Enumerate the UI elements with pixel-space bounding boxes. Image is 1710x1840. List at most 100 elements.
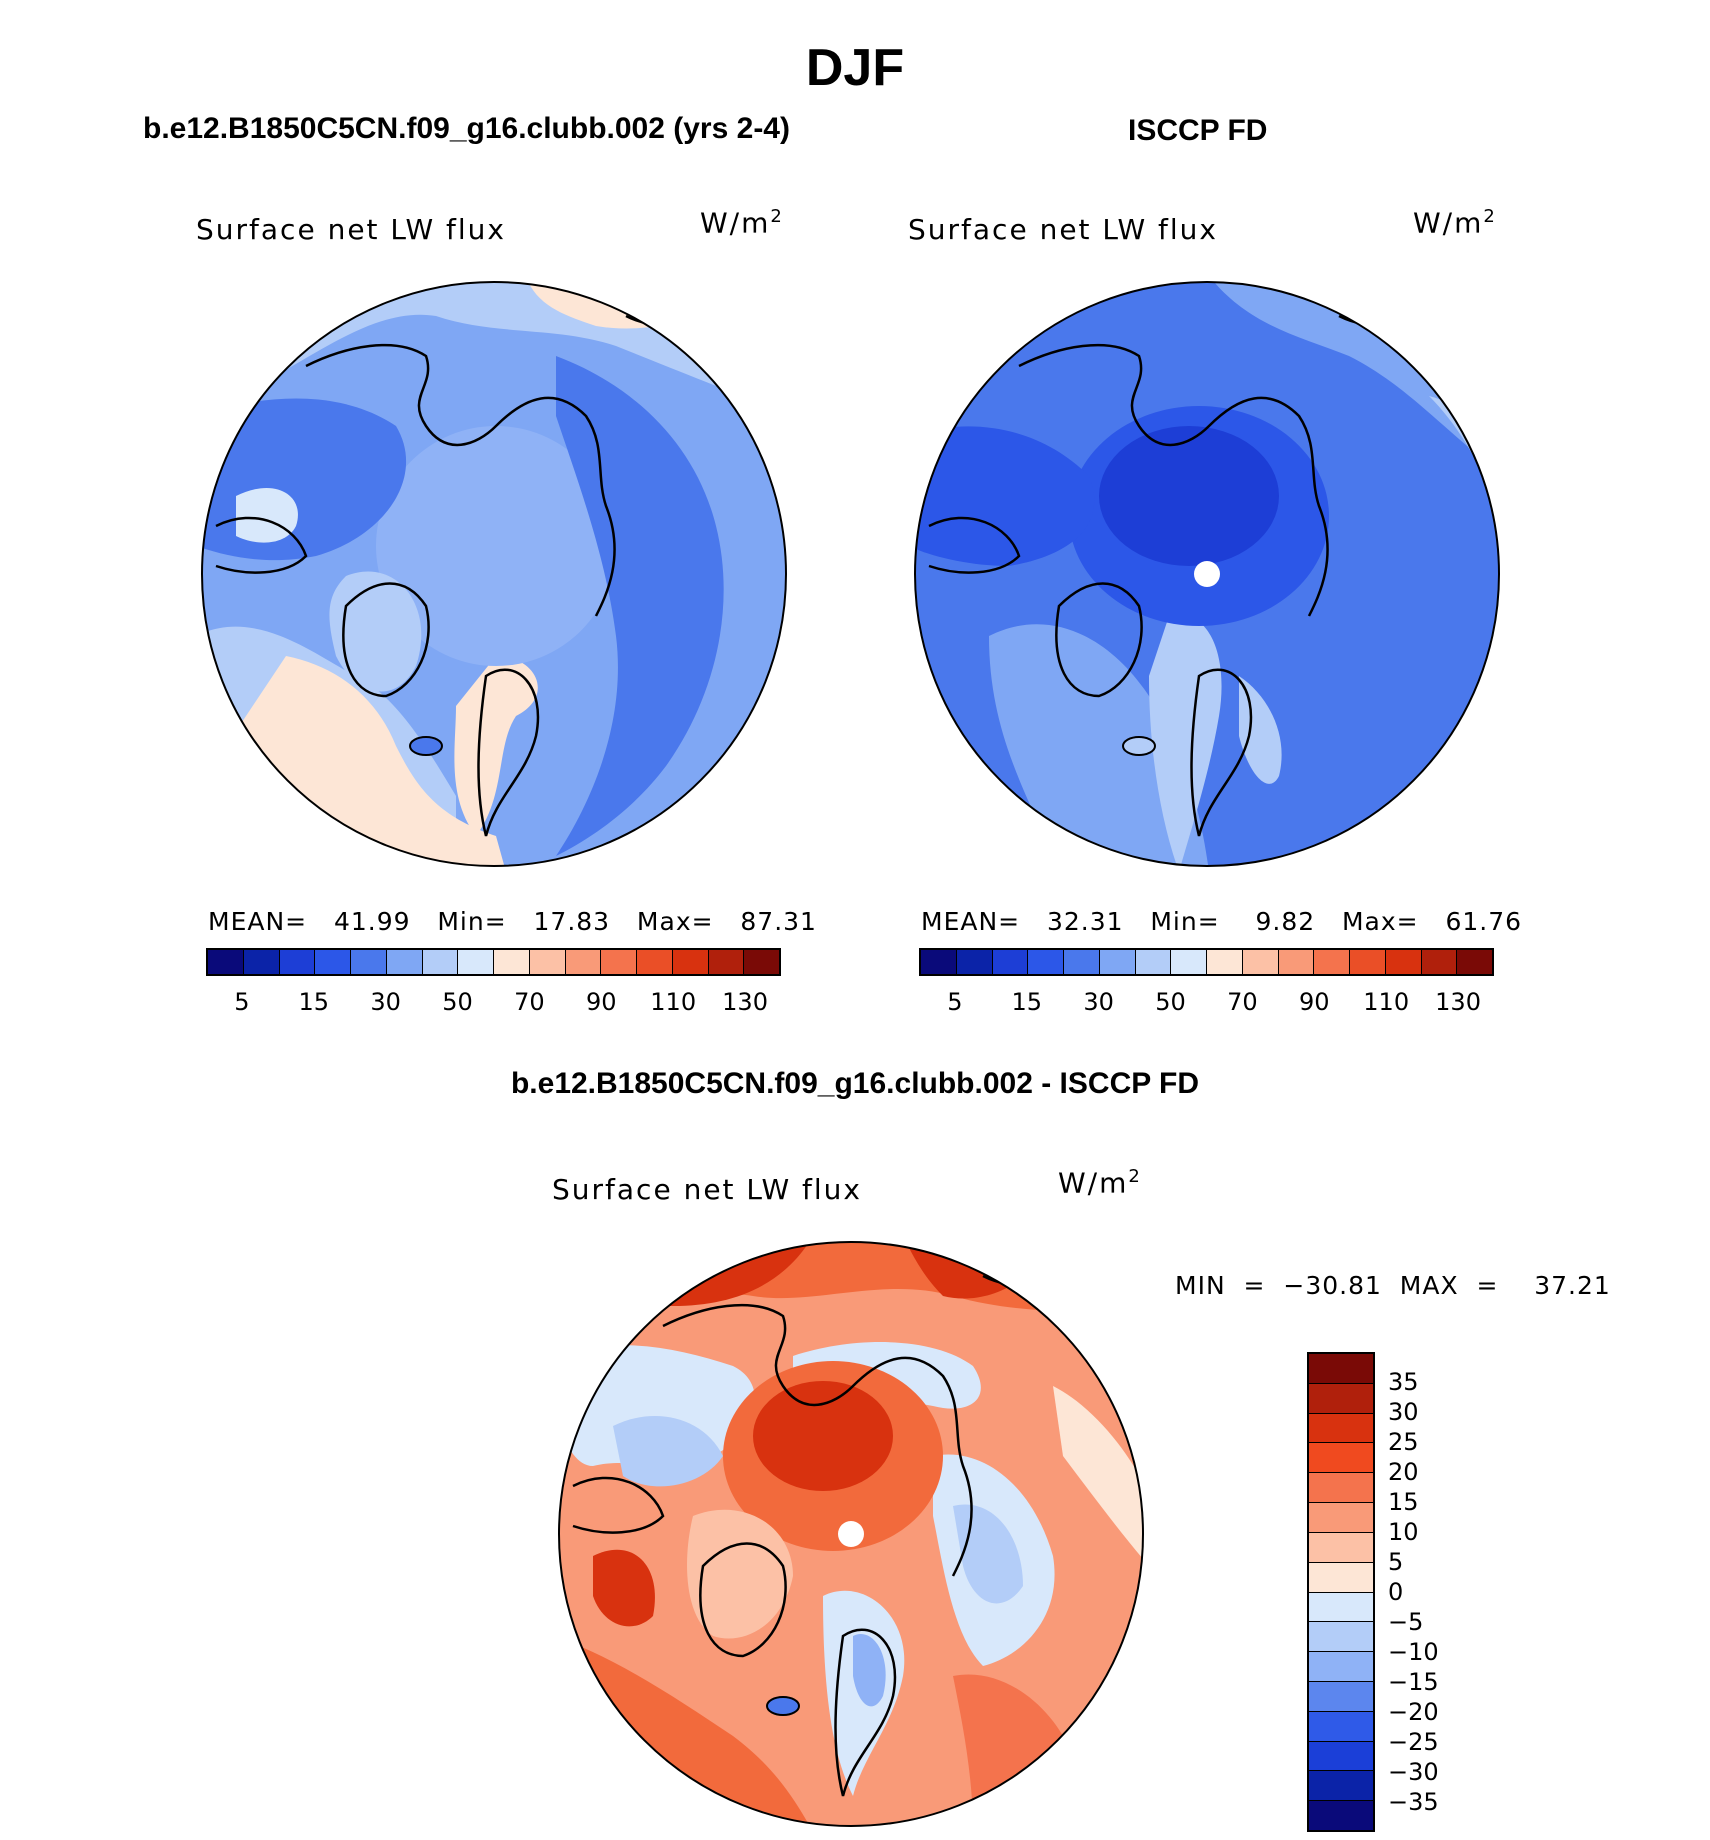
map-region: [989, 624, 1209, 866]
colorbar-swatch: [1135, 950, 1172, 974]
figure-title: DJF: [805, 39, 905, 97]
colorbar-tick-label: 5: [1388, 1548, 1404, 1576]
map-region: [226, 656, 506, 866]
colorbar-swatch: [1309, 1711, 1373, 1742]
colorbar-swatch: [956, 950, 993, 974]
colorbar-tick-label: 15: [298, 988, 330, 1016]
colorbar-swatch: [208, 950, 244, 974]
colorbar-tick-label: 30: [1388, 1398, 1419, 1426]
coastline-greenland: [342, 582, 430, 698]
pole-missing-data: [1194, 561, 1220, 587]
colorbar-tick-label: 50: [442, 988, 473, 1016]
colorbar-swatch: [1207, 950, 1243, 974]
colorbar-swatch: [744, 950, 779, 974]
coastline-scandinavia: [477, 668, 540, 837]
colorbar-swatch: [1421, 950, 1458, 974]
colorbar-swatch: [1314, 950, 1350, 974]
colorbar-tick-label: 70: [1227, 988, 1258, 1016]
iceland: [409, 736, 443, 756]
colorbar-tick-label: 70: [514, 988, 545, 1016]
map-region: [1099, 426, 1279, 566]
coastline: [572, 1476, 665, 1534]
polar-map-obs: [914, 281, 1500, 867]
colorbar-swatch: [1457, 950, 1492, 974]
coastline: [215, 516, 308, 574]
colorbar-swatch: [494, 950, 530, 974]
map-region: [687, 1509, 793, 1639]
stats-model: MEAN= 41.99 Min= 17.83 Max= 87.31: [208, 907, 817, 936]
colorbar-tick-label: −20: [1388, 1698, 1439, 1726]
polar-map-diff: [558, 1241, 1144, 1827]
map-region: [853, 1634, 886, 1707]
colorbar-tick-label: 30: [1083, 988, 1114, 1016]
colorbar-swatch: [1385, 950, 1422, 974]
colorbar-swatch: [422, 950, 459, 974]
colorbar-swatch: [1309, 1741, 1373, 1772]
map-region: [593, 1549, 655, 1627]
colorbar-tick-label: −10: [1388, 1638, 1439, 1666]
colorbar-swatch: [1099, 950, 1136, 974]
colorbar-ticks-diff: 35 30 25 20 15 10 5 0 −5 −10 −15 −20 −25 −30 −35: [1388, 1352, 1468, 1832]
colorbar-swatch: [672, 950, 709, 974]
colorbar-swatch: [1350, 950, 1386, 974]
colorbar-swatch: [1309, 1652, 1373, 1682]
colorbar-swatch: [458, 950, 494, 974]
coastline: [662, 1303, 973, 1577]
colorbar-tick-label: −15: [1388, 1668, 1439, 1696]
map-region: [376, 426, 616, 666]
colorbar-swatch: [1064, 950, 1100, 974]
colorbar-swatch: [1309, 1532, 1373, 1563]
colorbar-swatch: [1309, 1592, 1373, 1623]
map-region: [1053, 1386, 1143, 1566]
colorbar-swatch: [386, 950, 423, 974]
colorbar-swatch: [351, 950, 387, 974]
colorbar-obs: [919, 948, 1494, 976]
colorbar-swatch: [565, 950, 602, 974]
stats-diff: MIN = −30.81 MAX = 37.21: [1175, 1271, 1611, 1300]
colorbar-tick-label: −5: [1388, 1608, 1424, 1636]
colorbar-tick-label: 110: [650, 988, 697, 1016]
colorbar-tick-label: 130: [722, 988, 768, 1016]
colorbar-swatch: [1278, 950, 1315, 974]
coastline-scandinavia: [1190, 668, 1253, 837]
variable-label-model: Surface net LW flux: [196, 213, 506, 246]
colorbar-diff: [1307, 1352, 1375, 1832]
panel-title-model: b.e12.B1850C5CN.f09_g16.clubb.002 (yrs 2…: [143, 112, 790, 145]
variable-label-diff: Surface net LW flux: [552, 1173, 862, 1206]
colorbar-tick-label: 50: [1155, 988, 1186, 1016]
map-border: [201, 281, 787, 867]
colorbar-tick-label: 25: [1388, 1428, 1419, 1456]
colorbar-swatch: [1028, 950, 1064, 974]
map-region: [236, 487, 298, 543]
map-region: [915, 426, 1095, 566]
map-border: [914, 281, 1500, 867]
colorbar-swatch: [1309, 1354, 1373, 1384]
map-region: [613, 1416, 723, 1487]
colorbar-swatch: [279, 950, 316, 974]
colorbar-tick-label: −25: [1388, 1728, 1439, 1756]
colorbar-tick-label: 90: [1299, 988, 1330, 1016]
colorbar-swatch: [243, 950, 280, 974]
iceland: [1122, 736, 1156, 756]
colorbar-swatch: [921, 950, 957, 974]
colorbar-tick-label: 10: [1388, 1518, 1419, 1546]
colorbar-tick-label: 30: [370, 988, 401, 1016]
variable-label-obs: Surface net LW flux: [908, 213, 1218, 246]
colorbar-tick-label: 130: [1435, 988, 1481, 1016]
map-region: [556, 356, 724, 856]
colorbar-swatch: [1309, 1413, 1373, 1444]
colorbar-tick-label: 90: [586, 988, 617, 1016]
colorbar-swatch: [1171, 950, 1207, 974]
map-region: [736, 282, 786, 396]
coastline-greenland: [1055, 582, 1143, 698]
units-label-model: W/m2: [700, 206, 784, 240]
colorbar-tick-label: 35: [1388, 1368, 1419, 1396]
colorbar-swatch: [1309, 1771, 1373, 1802]
colorbar-tick-label: 20: [1388, 1458, 1419, 1486]
pole-missing-data: [838, 1521, 864, 1547]
colorbar-swatch: [1242, 950, 1279, 974]
colorbar-tick-label: −35: [1388, 1788, 1439, 1816]
units-label-obs: W/m2: [1413, 206, 1497, 240]
polar-map-model: [201, 281, 787, 867]
colorbar-swatch: [1309, 1383, 1373, 1414]
